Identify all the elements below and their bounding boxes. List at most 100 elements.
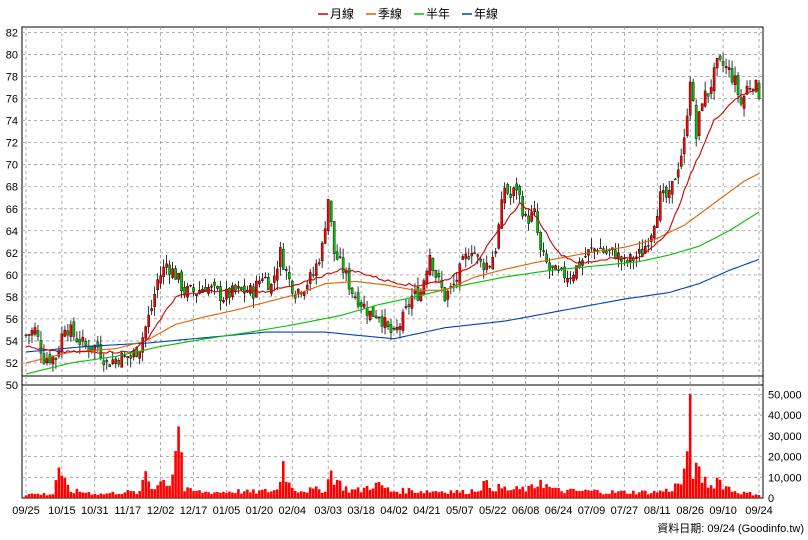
volume-bar [378, 482, 381, 498]
volume-bar [402, 488, 405, 498]
volume-bar [414, 493, 417, 498]
volume-bar [506, 490, 509, 498]
volume-bar [641, 490, 644, 498]
volume-bar [37, 494, 40, 498]
volume-bar [695, 463, 698, 498]
candle [336, 244, 338, 260]
volume-bar [417, 493, 420, 498]
volume-bar [381, 485, 384, 498]
volume-bar [689, 394, 692, 498]
candle [291, 280, 293, 297]
candle [525, 211, 527, 217]
volume-bar [719, 480, 722, 498]
price-tick-label: 76 [6, 94, 18, 106]
volume-bar [357, 487, 360, 498]
candle [396, 319, 398, 333]
candle [145, 326, 147, 348]
volume-bar [141, 480, 144, 498]
candle [417, 278, 419, 302]
candle [563, 261, 565, 282]
date-tick-label: 09/10 [709, 505, 737, 517]
candle [432, 257, 434, 276]
volume-bar [393, 491, 396, 498]
volume-bar [399, 494, 402, 498]
candle [276, 261, 278, 291]
candle [222, 297, 224, 303]
candle [495, 248, 497, 257]
candle [348, 263, 350, 295]
legend-item: 年線 [462, 6, 498, 21]
volume-bar [252, 489, 255, 498]
volume-bar [470, 489, 473, 498]
candle [64, 326, 66, 338]
candle [294, 291, 296, 304]
date-tick-label: 02/04 [279, 505, 307, 517]
candle [671, 181, 673, 204]
price-tick-label: 66 [6, 204, 18, 216]
volume-bar [602, 494, 605, 498]
volume-bar [67, 485, 70, 498]
volume-bar [632, 491, 635, 498]
candle [683, 129, 685, 164]
price-panel: 50 52 54 56 58 60 62 64 66 68 70 72 74 76 78 80 82 [6, 27, 763, 392]
date-tick-label: 10/31 [81, 505, 109, 517]
candle [267, 273, 269, 290]
candle [354, 292, 356, 300]
volume-bar [73, 493, 76, 498]
volume-bar [662, 492, 665, 498]
candle [539, 231, 541, 257]
volume-bar [572, 489, 575, 498]
candle [172, 262, 174, 279]
candle [402, 309, 404, 334]
volume-bar [752, 495, 755, 498]
volume-tick-label: 10,000 [768, 472, 802, 484]
volume-bar [453, 493, 456, 498]
candle [542, 242, 544, 256]
volume-bar [168, 486, 171, 498]
volume-bar [677, 484, 680, 498]
candle [315, 259, 317, 284]
volume-bar [737, 493, 740, 498]
price-tick-label: 70 [6, 160, 18, 172]
candle [704, 82, 706, 108]
volume-bar [222, 492, 225, 498]
volume-bar [387, 487, 390, 498]
candle [25, 334, 27, 338]
volume-bar [336, 480, 339, 498]
volume-bar [327, 479, 330, 498]
volume-bar [300, 491, 303, 498]
volume-bar [207, 492, 210, 498]
volume-bar [426, 490, 429, 498]
candle [139, 351, 141, 364]
candle [264, 272, 266, 278]
volume-bar [288, 483, 291, 498]
volume-bar [459, 493, 462, 498]
volume-bar [509, 490, 512, 498]
candle [399, 323, 401, 339]
price-tick-label: 78 [6, 72, 18, 84]
price-tick-label: 50 [6, 380, 18, 392]
volume-bar [539, 480, 542, 498]
volume-bar [465, 494, 468, 498]
volume-bar [159, 481, 162, 498]
candle [40, 331, 42, 363]
volume-bar [659, 491, 662, 498]
date-tick-label: 03/18 [347, 505, 375, 517]
legend-item: 半年 [414, 7, 450, 21]
volume-bar [303, 492, 306, 498]
volume-bar [25, 495, 28, 498]
date-tick-label: 06/08 [512, 505, 540, 517]
candle [387, 320, 389, 330]
candle [37, 325, 39, 341]
candle [82, 330, 84, 348]
candle [623, 254, 625, 266]
volume-bar [512, 489, 515, 498]
volume-bar [554, 488, 557, 498]
legend-label: 半年 [426, 7, 450, 21]
volume-bar [560, 491, 563, 498]
volume-bar [701, 483, 704, 498]
volume-bar [650, 493, 653, 498]
ma20-line [26, 88, 759, 353]
candle [528, 210, 530, 231]
volume-bar [728, 487, 731, 498]
